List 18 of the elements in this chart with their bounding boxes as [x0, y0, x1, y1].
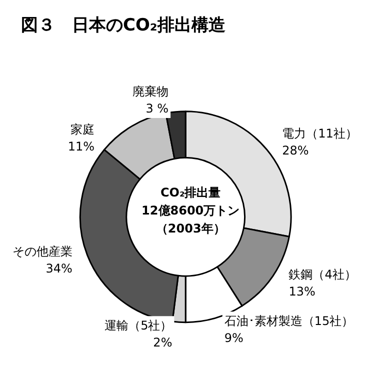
text: 12億8600万トン: [142, 204, 240, 218]
slice-label: その他産業: [12, 244, 72, 259]
data-label: 34%: [46, 262, 72, 276]
data-label: 3 %: [146, 101, 169, 116]
text: CO₂排出量: [160, 186, 221, 200]
data-label: 13%: [288, 284, 316, 298]
slice-label: 運輸（5社）: [104, 318, 172, 333]
data-label: 28%: [282, 144, 309, 158]
slice-label: 鉄鋼（4社）: [288, 267, 356, 282]
text: （2003年）: [156, 222, 226, 236]
data-label: 2%: [153, 336, 172, 350]
data-label: 9%: [224, 331, 244, 346]
data-label: 11%: [68, 139, 94, 154]
slice-label: 廃棄物: [132, 84, 169, 98]
slice-label: 石油･素材製造（15社）: [224, 314, 354, 328]
slice-label: 家庭: [70, 122, 94, 136]
slice-label: 電力（11社）: [282, 126, 358, 141]
chart-title: 図３ 日本のCO₂排出構造: [21, 16, 226, 36]
